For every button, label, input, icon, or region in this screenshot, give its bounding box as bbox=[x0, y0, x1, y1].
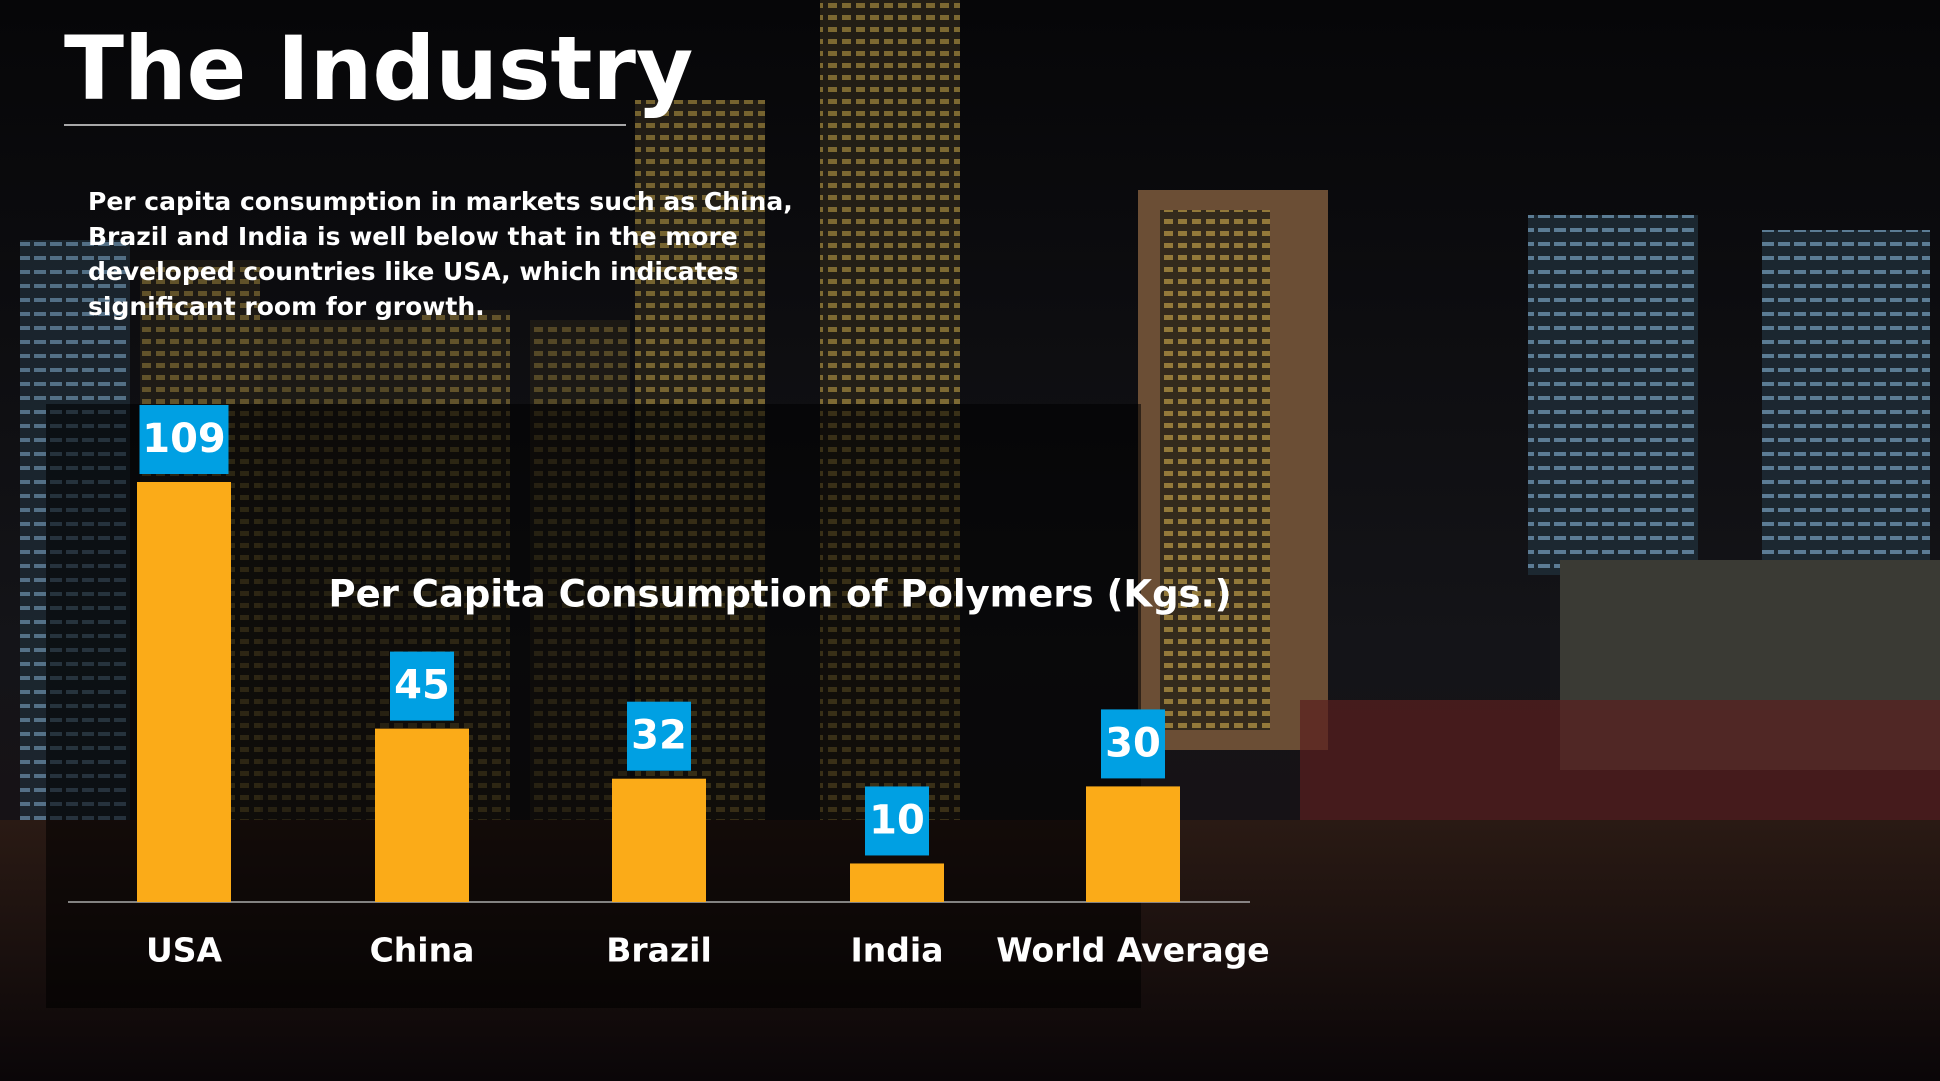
text-line: developed countries like USA, which indi… bbox=[88, 257, 738, 286]
text-line: Per capita consumption in markets such a… bbox=[88, 187, 793, 216]
value-label-box bbox=[865, 786, 929, 856]
value-label-box bbox=[390, 651, 454, 721]
slide-text: Per capita consumption in markets such a… bbox=[88, 187, 793, 321]
x-tick-label: USA bbox=[146, 931, 223, 970]
chart-title: Per Capita Consumption of Polymers (Kgs.… bbox=[328, 573, 1231, 616]
x-tick-label: China bbox=[370, 931, 475, 970]
bar bbox=[375, 728, 469, 902]
bar bbox=[137, 482, 231, 902]
text-line: Brazil and India is well below that in t… bbox=[88, 222, 738, 251]
text-line: significant room for growth. bbox=[88, 292, 485, 321]
x-tick-label: India bbox=[851, 931, 944, 970]
value-label: 30 bbox=[1105, 720, 1161, 766]
x-tick-label: Brazil bbox=[606, 931, 712, 970]
chart: 109 USA 45 China 32 Brazil 10 India 30 World Aver… bbox=[137, 405, 1270, 970]
x-tick-label: World Average bbox=[996, 931, 1269, 970]
value-label-box bbox=[627, 701, 691, 771]
value-label-box bbox=[139, 405, 229, 474]
value-label: 32 bbox=[631, 713, 687, 759]
value-label: 45 bbox=[394, 663, 450, 709]
bar bbox=[612, 778, 706, 902]
value-label: 109 bbox=[142, 416, 226, 462]
slide-title: The Industry bbox=[64, 17, 693, 120]
bar bbox=[1086, 786, 1180, 902]
bar bbox=[850, 863, 944, 902]
value-label: 10 bbox=[869, 797, 925, 843]
value-label-box bbox=[1101, 709, 1165, 779]
